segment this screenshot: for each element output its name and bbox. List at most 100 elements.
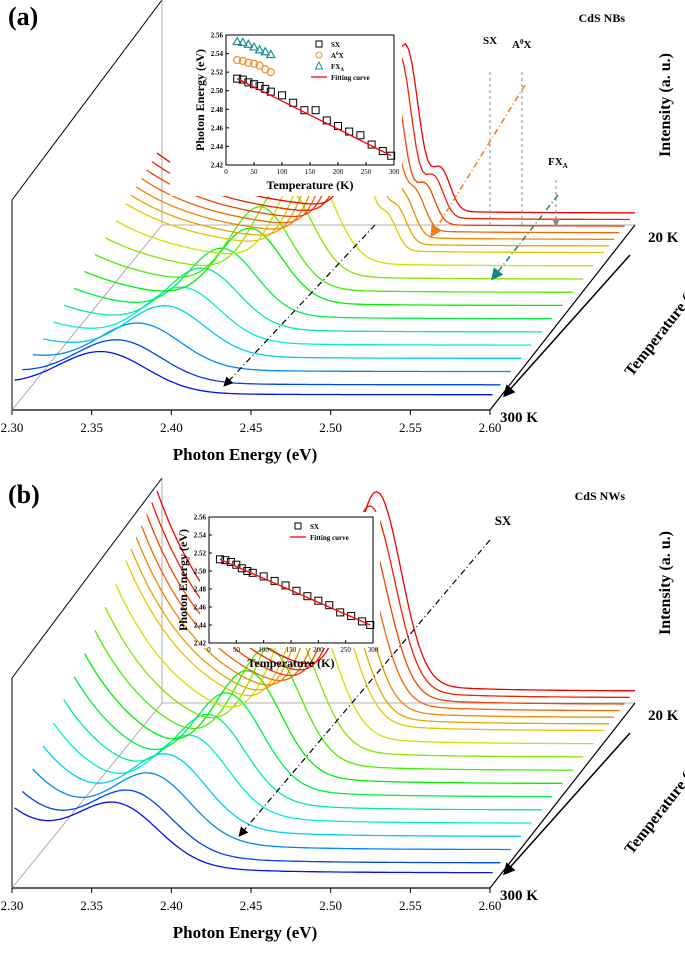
legend-a0x-swatch bbox=[315, 51, 323, 59]
inset-x-axis-label: Temperature (K) bbox=[267, 178, 354, 192]
x-tick-label: 2.35 bbox=[80, 420, 103, 435]
inset-x-tick-label: 250 bbox=[340, 646, 351, 654]
sx-shift-arrow bbox=[223, 224, 376, 387]
x-tick-label: 2.50 bbox=[319, 420, 342, 435]
inset-y-tick-label: 2.50 bbox=[211, 87, 224, 95]
inset-a0x-point bbox=[238, 56, 247, 66]
spectrum-curve-180K bbox=[73, 247, 553, 320]
inset-sx-point bbox=[237, 564, 246, 573]
spectrum-curve-220K bbox=[52, 722, 532, 824]
inset-y-tick-label: 2.52 bbox=[211, 69, 224, 77]
inset-y-tick-label: 2.48 bbox=[211, 106, 224, 114]
inset-sx-point bbox=[270, 576, 279, 585]
fxa-shift-arrow bbox=[491, 194, 559, 281]
spectrum-curve-140K bbox=[94, 206, 573, 293]
inset-a0x-point bbox=[244, 58, 253, 67]
legend-label: SX bbox=[331, 41, 340, 49]
panel-b: 2.30 2.35 2.40 2.45 2.50 2.55 2.60 Photon Energ… bbox=[1, 477, 685, 942]
inset-x-tick-label: 0 bbox=[207, 646, 211, 654]
x-tick-label: 2.30 bbox=[1, 898, 24, 913]
top-diagonal-line bbox=[11, 0, 163, 201]
inset-sx-point bbox=[278, 91, 286, 100]
panel-label: (a) bbox=[8, 2, 38, 31]
y-axis-label: Intensity (a. u.) bbox=[657, 531, 674, 635]
spectrum-curve-140K bbox=[94, 630, 573, 771]
inset-a0x-point bbox=[249, 59, 259, 68]
inset-fxa-point bbox=[237, 37, 248, 47]
inset-sx-point bbox=[366, 621, 375, 629]
x-tick-label: 2.40 bbox=[160, 420, 183, 435]
spectrum-curve-80K bbox=[125, 560, 604, 732]
legend-label-sub: A bbox=[340, 68, 344, 73]
inset-y-tick-label: 2.56 bbox=[194, 514, 207, 522]
inset-fxa-point bbox=[243, 39, 254, 48]
inset-x-tick-label: 0 bbox=[224, 168, 228, 176]
inset-y-tick-label: 2.46 bbox=[211, 124, 224, 132]
inset-y-tick-label: 2.42 bbox=[211, 162, 224, 170]
inset-sx-point bbox=[356, 131, 365, 140]
legend-label-base: FX bbox=[331, 63, 340, 71]
spectrum-curve-160K bbox=[83, 653, 563, 784]
legend-label: Fitting curve bbox=[310, 534, 349, 542]
inset-sx-point bbox=[347, 612, 356, 620]
inset-a0x-point bbox=[255, 61, 264, 70]
a0x-base: A bbox=[512, 39, 520, 51]
inset-y-tick-label: 2.42 bbox=[194, 640, 207, 648]
x-tick-label: 2.30 bbox=[1, 420, 24, 435]
fxa-sub: A bbox=[563, 162, 568, 170]
left-diagonal-line bbox=[11, 224, 163, 411]
inset-fitting-curve bbox=[219, 558, 371, 626]
legend-label: FXA bbox=[331, 63, 344, 73]
inset-sx-point bbox=[215, 555, 224, 564]
panel-label: (b) bbox=[8, 480, 40, 509]
spectrum-curve-260K bbox=[32, 768, 511, 851]
x-axis-label: Photon Energy (eV) bbox=[173, 923, 317, 942]
a0x-tail: X bbox=[523, 39, 531, 51]
inset-x-tick-label: 50 bbox=[233, 646, 241, 654]
inset-fxa-point bbox=[265, 49, 276, 59]
inset-x-tick-label: 100 bbox=[277, 168, 288, 176]
legend-label-tail: X bbox=[339, 52, 344, 60]
top-diagonal-line bbox=[11, 477, 163, 679]
legend-sx-swatch bbox=[294, 522, 302, 530]
inset-x-axis-label: Temperature (K) bbox=[248, 656, 335, 670]
sample-label: CdS NBs bbox=[579, 11, 626, 25]
legend-label-text: SX bbox=[331, 41, 340, 49]
z-tick-label-300k: 300 K bbox=[500, 410, 538, 426]
inset-y-tick-label: 2.44 bbox=[194, 622, 207, 630]
inset-x-tick-label: 150 bbox=[286, 646, 297, 654]
legend-label: A0X bbox=[331, 52, 344, 60]
inset-x-tick-label: 200 bbox=[313, 646, 324, 654]
spectrum-curve-100K bbox=[115, 583, 594, 745]
inset-a0x-point bbox=[266, 68, 275, 77]
legend-label: SX bbox=[310, 523, 319, 531]
inset-background bbox=[200, 512, 380, 648]
z-axis-label: Temperature (K) bbox=[622, 756, 685, 858]
spectrum-curve-120K bbox=[104, 184, 584, 280]
legend-label-text: SX bbox=[310, 523, 319, 531]
inset-sx-point bbox=[281, 581, 290, 590]
spectrum-curve-240K bbox=[42, 305, 522, 359]
x-tick-label: 2.45 bbox=[240, 420, 263, 435]
inset-sx-point bbox=[233, 74, 242, 83]
z-tick-label-300k: 300 K bbox=[500, 888, 538, 904]
legend-label-base: A bbox=[331, 52, 336, 60]
z-tick-label-20k: 20 K bbox=[648, 230, 679, 246]
temperature-arrow bbox=[503, 732, 631, 876]
inset-y-tick-label: 2.50 bbox=[194, 568, 207, 576]
fxa-peak-label: FXA bbox=[548, 156, 568, 170]
inset-sx-point bbox=[311, 106, 320, 115]
spectrum-curve-100K bbox=[115, 162, 594, 267]
inset-fitting-curve bbox=[236, 78, 392, 157]
legend-label: Fitting curve bbox=[331, 74, 370, 82]
spectrum-curve-295K bbox=[14, 350, 493, 396]
spectrum-curve-70K bbox=[130, 548, 610, 725]
inset-x-tick-label: 300 bbox=[368, 646, 379, 654]
x-tick-label: 2.60 bbox=[479, 420, 502, 435]
left-diagonal-line bbox=[11, 702, 163, 889]
fxa-base: FX bbox=[548, 156, 563, 168]
inset-a0x-point bbox=[233, 55, 242, 65]
legend-fxa-swatch bbox=[314, 60, 324, 70]
inset-x-tick-label: 50 bbox=[251, 168, 259, 176]
spectrum-curve-120K bbox=[104, 606, 584, 758]
